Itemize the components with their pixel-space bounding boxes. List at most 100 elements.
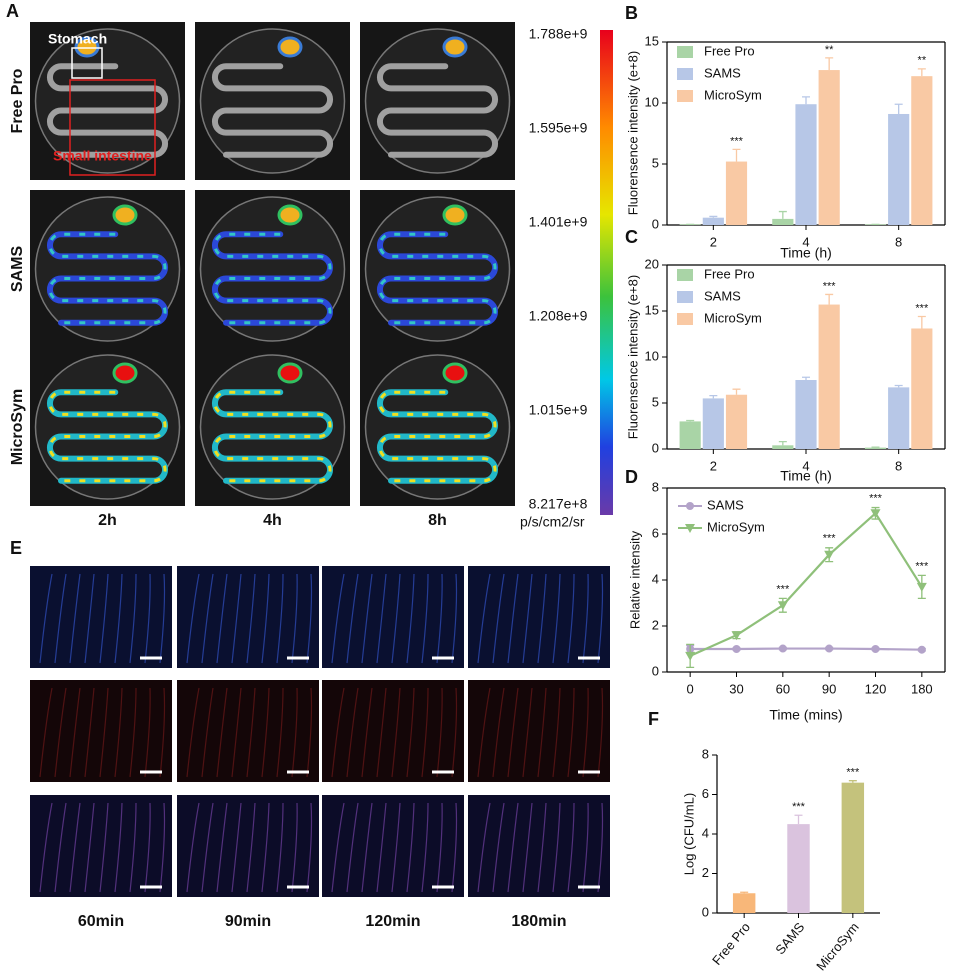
villi [492,573,505,664]
villi [597,687,604,778]
error-bar [894,103,903,114]
row-label: Free Pro [9,68,26,133]
villi [201,687,214,778]
column-label: 4h [263,512,282,529]
villi [84,802,95,893]
column-label: 120min [365,913,420,930]
error-bar [740,891,749,894]
column-label: 2h [98,512,117,529]
x-axis-label: Time (h) [780,245,832,261]
y-tick-label: 10 [645,348,659,363]
villi [114,802,123,893]
bar [772,445,794,449]
significance: *** [823,280,837,292]
villi [361,687,373,778]
villi [406,802,415,893]
significance: ** [825,44,834,56]
villi [376,573,387,664]
line [689,511,923,657]
colorbar-label: 1.208e+9 [529,308,588,324]
villi [84,573,95,664]
villi [231,573,242,664]
villi [144,573,151,664]
bar [702,217,724,225]
villi [436,573,443,664]
colorbar-label: 1.788e+9 [529,26,588,42]
legend-swatch [677,46,693,58]
colorbar-unit: p/s/cm2/sr [520,514,585,530]
villi [54,573,67,664]
legend-label: Free Pro [704,266,755,281]
villi [507,802,519,893]
villi [99,687,109,778]
bar [795,104,817,225]
villi [421,802,429,893]
intestine-box [69,79,156,176]
villi [552,802,561,893]
villi [276,687,284,778]
villi [477,573,491,664]
y-tick-label: 4 [702,825,709,840]
villi [346,802,359,893]
legend-swatch [677,68,693,80]
stomach [277,36,303,58]
colorbar-label: 1.595e+9 [529,120,588,136]
villi [261,802,270,893]
villi [376,802,387,893]
villi [159,687,166,778]
intestine-signal [378,390,497,483]
legend-swatch [677,313,693,325]
x-tick-label: 4 [802,458,809,473]
y-tick-label: 0 [652,440,659,455]
legend-swatch [677,269,693,281]
significance: *** [792,801,806,813]
marker [732,645,741,653]
stomach [112,362,138,384]
stomach [277,204,303,226]
column-label: 90min [225,913,271,930]
y-tick-label: 5 [652,394,659,409]
row-label: SAMS [9,246,26,293]
villi [246,573,256,664]
villi [39,802,53,893]
villi [567,573,575,664]
villi [114,687,123,778]
x-tick-label: 60 [776,681,790,696]
marker [777,601,788,611]
intestine [377,63,498,158]
villi [246,802,256,893]
y-tick-label: 0 [702,904,709,919]
marker [916,582,927,592]
villi [391,802,401,893]
intestine-label: Small intestine [53,148,152,164]
bar [772,218,794,225]
error-bar [778,210,787,219]
bar [818,70,840,225]
villi [39,573,53,664]
villi [582,573,589,664]
significance: ** [918,55,927,67]
error-bar [825,293,834,305]
bar [888,113,910,225]
column-label: 8h [428,512,447,529]
x-tick-label: SAMS [772,919,807,957]
intestine-signal [378,232,497,325]
bar [795,380,817,449]
x-tick-label: 180 [911,681,933,696]
y-tick-label: 0 [652,663,659,678]
villi [84,687,95,778]
column-label: 60min [78,913,124,930]
y-tick-label: 2 [652,617,659,632]
villi [231,802,242,893]
bar [841,782,865,913]
villi [597,573,604,664]
stomach [277,362,303,384]
error-bar [732,148,741,162]
villi [114,573,123,664]
y-tick-label: 2 [702,865,709,880]
villi [361,573,373,664]
legend-marker [685,524,695,533]
intestine-signal [213,390,332,483]
error-bar [917,68,926,77]
